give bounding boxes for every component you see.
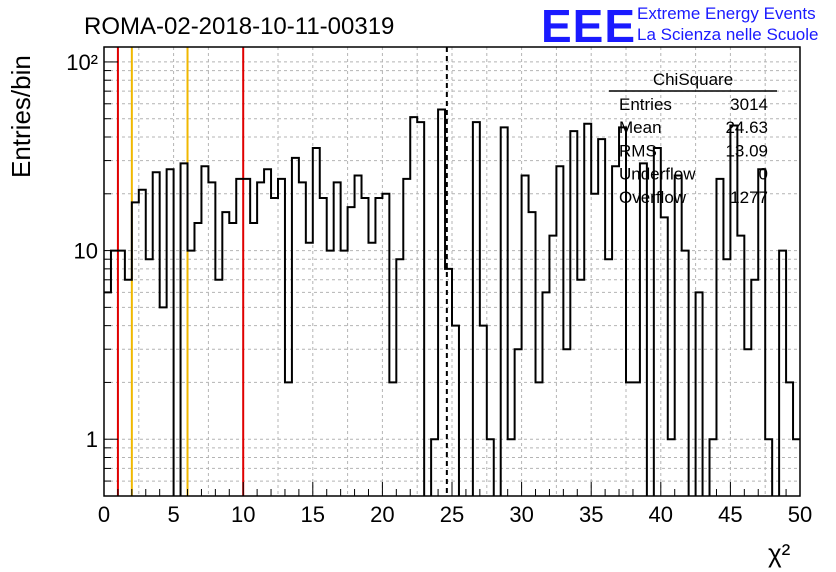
stats-value-rms: 13.09 (725, 141, 768, 160)
stats-header: ChiSquare (653, 70, 733, 89)
logo-line-1: Extreme Energy Events (637, 4, 816, 23)
histogram-outline (104, 108, 800, 496)
axis-ticks: 0 5 10 15 20 25 30 35 40 45 50 1 10 10² (66, 50, 812, 527)
x-tick-label: 5 (167, 502, 179, 527)
x-tick-label: 45 (718, 502, 742, 527)
grid (104, 47, 800, 496)
stats-label-underflow: Underflow (619, 165, 696, 184)
eee-logo: EEE Extreme Energy Events La Scienza nel… (541, 0, 818, 52)
x-tick-label: 10 (231, 502, 255, 527)
stats-value-underflow: 0 (759, 165, 768, 184)
y-axis-label: Entries/bin (6, 55, 36, 178)
x-tick-label: 50 (788, 502, 812, 527)
stats-box: ChiSquare Entries 3014 Mean 24.63 RMS 13.09 Un… (609, 70, 777, 207)
stats-label-overflow: Overflow (619, 188, 687, 207)
x-tick-label: 30 (509, 502, 533, 527)
reference-lines (116, 47, 448, 496)
stats-value-overflow: 1277 (730, 188, 768, 207)
x-tick-label: 15 (301, 502, 325, 527)
x-tick-label: 35 (579, 502, 603, 527)
stats-label-mean: Mean (619, 118, 662, 137)
y-tick-label: 10 (74, 239, 98, 264)
stats-label-rms: RMS (619, 141, 657, 160)
stats-value-entries: 3014 (730, 95, 768, 114)
logo-line-2: La Scienza nelle Scuole (637, 25, 818, 44)
x-tick-label: 25 (440, 502, 464, 527)
x-tick-label: 0 (98, 502, 110, 527)
logo-mark: EEE (541, 0, 636, 52)
chart-title: ROMA-02-2018-10-11-00319 (84, 13, 394, 40)
x-tick-label: 40 (649, 502, 673, 527)
x-tick-label: 20 (370, 502, 394, 527)
histogram (104, 108, 800, 496)
stats-label-entries: Entries (619, 95, 672, 114)
y-tick-label: 10² (66, 50, 98, 75)
y-tick-label: 1 (86, 427, 98, 452)
x-axis-label: χ² (768, 538, 791, 568)
stats-value-mean: 24.63 (725, 118, 768, 137)
